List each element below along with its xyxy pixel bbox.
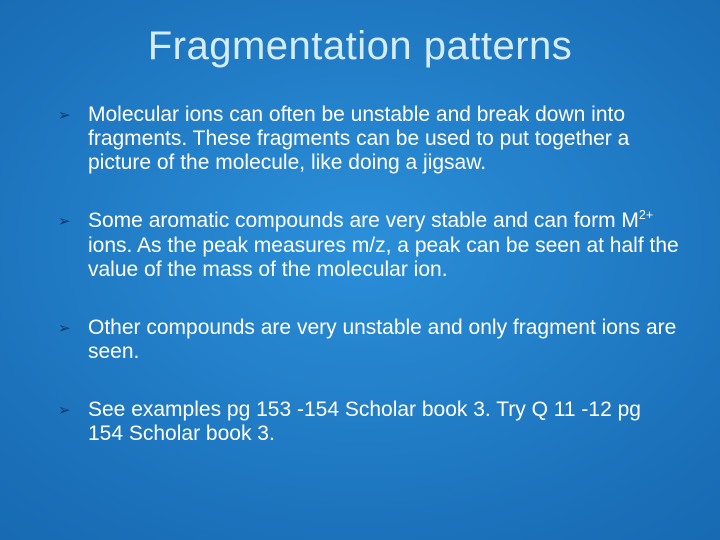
list-item: ➢ Molecular ions can often be unstable a… [58, 103, 680, 175]
slide-title: Fragmentation patterns [40, 24, 680, 69]
bullet-text: See examples pg 153 -154 Scholar book 3.… [88, 398, 641, 445]
bullet-text: Molecular ions can often be unstable and… [88, 103, 629, 174]
bullet-icon: ➢ [58, 402, 71, 419]
bullet-list: ➢ Molecular ions can often be unstable a… [40, 103, 680, 446]
bullet-icon: ➢ [58, 213, 71, 230]
bullet-icon: ➢ [58, 107, 71, 124]
list-item: ➢ Some aromatic compounds are very stabl… [58, 209, 680, 281]
list-item: ➢ See examples pg 153 -154 Scholar book … [58, 398, 680, 446]
bullet-text: Some aromatic compounds are very stable … [88, 209, 679, 280]
bullet-text: Other compounds are very unstable and on… [88, 316, 676, 363]
bullet-icon: ➢ [58, 320, 71, 337]
list-item: ➢ Other compounds are very unstable and … [58, 316, 680, 364]
